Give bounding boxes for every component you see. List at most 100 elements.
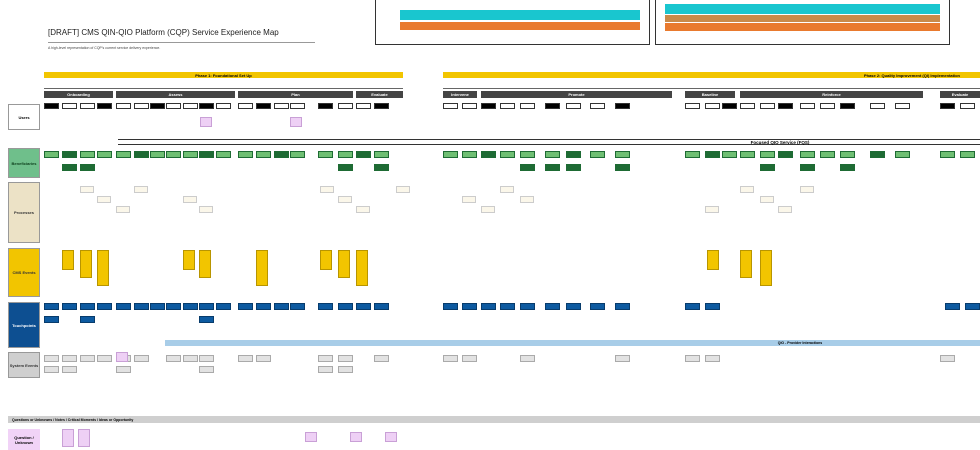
- card: [443, 303, 458, 310]
- card: [722, 151, 737, 158]
- card: [338, 151, 353, 158]
- card: [545, 164, 560, 171]
- card: [500, 303, 515, 310]
- card: [62, 250, 74, 270]
- card: [274, 151, 289, 158]
- card: [274, 303, 289, 310]
- card: [350, 432, 362, 442]
- stage-header: Baseline: [685, 91, 735, 98]
- card: [800, 151, 815, 158]
- card: [481, 303, 496, 310]
- card: [566, 164, 581, 171]
- card: [150, 151, 165, 158]
- inset-band: [665, 4, 940, 14]
- card: [356, 206, 370, 213]
- card: [44, 355, 59, 362]
- card: [134, 103, 149, 109]
- card: [960, 103, 975, 109]
- card: [740, 151, 755, 158]
- banner-label: Focused QIO Service (FQS): [750, 139, 810, 145]
- card: [238, 103, 253, 109]
- card: [62, 366, 77, 373]
- card: [705, 206, 719, 213]
- card: [778, 103, 793, 109]
- card: [166, 151, 181, 158]
- card: [150, 303, 165, 310]
- card: [256, 303, 271, 310]
- card: [396, 186, 410, 193]
- card: [238, 355, 253, 362]
- card: [374, 355, 389, 362]
- card: [374, 164, 389, 171]
- banner-label: QIO - Provider Interactions: [777, 341, 823, 345]
- card: [338, 303, 353, 310]
- stage-line: [443, 88, 980, 89]
- card: [443, 103, 458, 109]
- row-label: Touchpoints: [8, 302, 40, 348]
- card: [338, 196, 352, 203]
- card: [840, 164, 855, 171]
- card: [705, 103, 720, 109]
- card: [199, 103, 214, 109]
- stage-line: [44, 88, 403, 89]
- card: [338, 355, 353, 362]
- card: [183, 151, 198, 158]
- card: [840, 103, 855, 109]
- card: [778, 206, 792, 213]
- card: [895, 151, 910, 158]
- card: [615, 303, 630, 310]
- card: [199, 151, 214, 158]
- card: [615, 355, 630, 362]
- card: [545, 151, 560, 158]
- card: [760, 151, 775, 158]
- card: [150, 103, 165, 109]
- card: [238, 303, 253, 310]
- card: [116, 303, 131, 310]
- stage-header: Evaluate: [940, 91, 980, 98]
- card: [940, 151, 955, 158]
- card: [520, 103, 535, 109]
- notes-header: Questions or Unknowns / Notes / Critical…: [8, 416, 980, 423]
- card: [566, 303, 581, 310]
- notes-label: Question / Unknown: [8, 429, 40, 450]
- card: [615, 151, 630, 158]
- card: [62, 429, 74, 447]
- card: [520, 196, 534, 203]
- card: [62, 355, 77, 362]
- card: [707, 250, 719, 270]
- card: [256, 250, 268, 286]
- card: [443, 151, 458, 158]
- card: [134, 303, 149, 310]
- stage-header: Onboarding: [44, 91, 113, 98]
- card: [256, 103, 271, 109]
- card: [78, 429, 90, 447]
- card: [44, 316, 59, 323]
- card: [320, 186, 334, 193]
- card: [462, 303, 477, 310]
- card: [200, 117, 212, 127]
- card: [481, 206, 495, 213]
- stage-header: Evaluate: [356, 91, 403, 98]
- title: [DRAFT] CMS QIN-QIO Platform (CQP) Servi…: [48, 28, 279, 37]
- card: [778, 151, 793, 158]
- card: [256, 151, 271, 158]
- card: [722, 103, 737, 109]
- phase-bar: Phase 2: Quality Improvement (QI) Implem…: [443, 72, 980, 78]
- card: [462, 355, 477, 362]
- card: [481, 151, 496, 158]
- card: [134, 151, 149, 158]
- card: [520, 355, 535, 362]
- card: [305, 432, 317, 442]
- card: [374, 151, 389, 158]
- card: [545, 303, 560, 310]
- card: [183, 303, 198, 310]
- phase-bar: Phase 1: Foundational Set Up: [44, 72, 403, 78]
- card: [318, 303, 333, 310]
- card: [800, 186, 814, 193]
- card: [870, 103, 885, 109]
- card: [116, 151, 131, 158]
- card: [945, 303, 960, 310]
- card: [199, 303, 214, 310]
- subtitle: A high-level representation of CQP's cur…: [48, 46, 161, 50]
